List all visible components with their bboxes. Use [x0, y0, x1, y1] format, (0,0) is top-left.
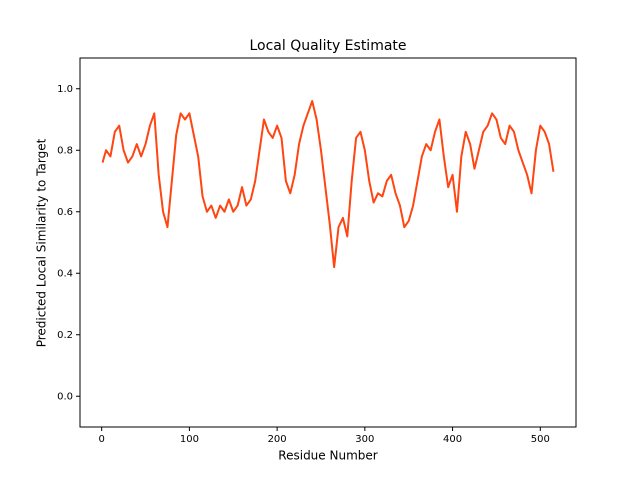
y-tick-label: 0.8 [57, 145, 73, 156]
x-tick-label: 100 [180, 434, 199, 445]
y-tick-label: 1.0 [57, 84, 73, 95]
x-tick-label: 200 [268, 434, 287, 445]
y-tick-label: 0.0 [57, 391, 73, 402]
y-tick-label: 0.4 [57, 268, 73, 279]
x-tick-label: 400 [443, 434, 462, 445]
y-tick-label: 0.6 [57, 207, 73, 218]
plot-frame [79, 57, 577, 428]
y-tick-label: 0.2 [57, 330, 73, 341]
y-axis-label: Predicted Local Similarity to Target [35, 138, 49, 347]
x-tick-label: 500 [531, 434, 550, 445]
x-axis-label: Residue Number [278, 449, 377, 463]
chart-title: Local Quality Estimate [249, 38, 406, 54]
x-tick-label: 0 [98, 434, 104, 445]
x-tick-label: 300 [355, 434, 374, 445]
data-line [101, 100, 555, 269]
